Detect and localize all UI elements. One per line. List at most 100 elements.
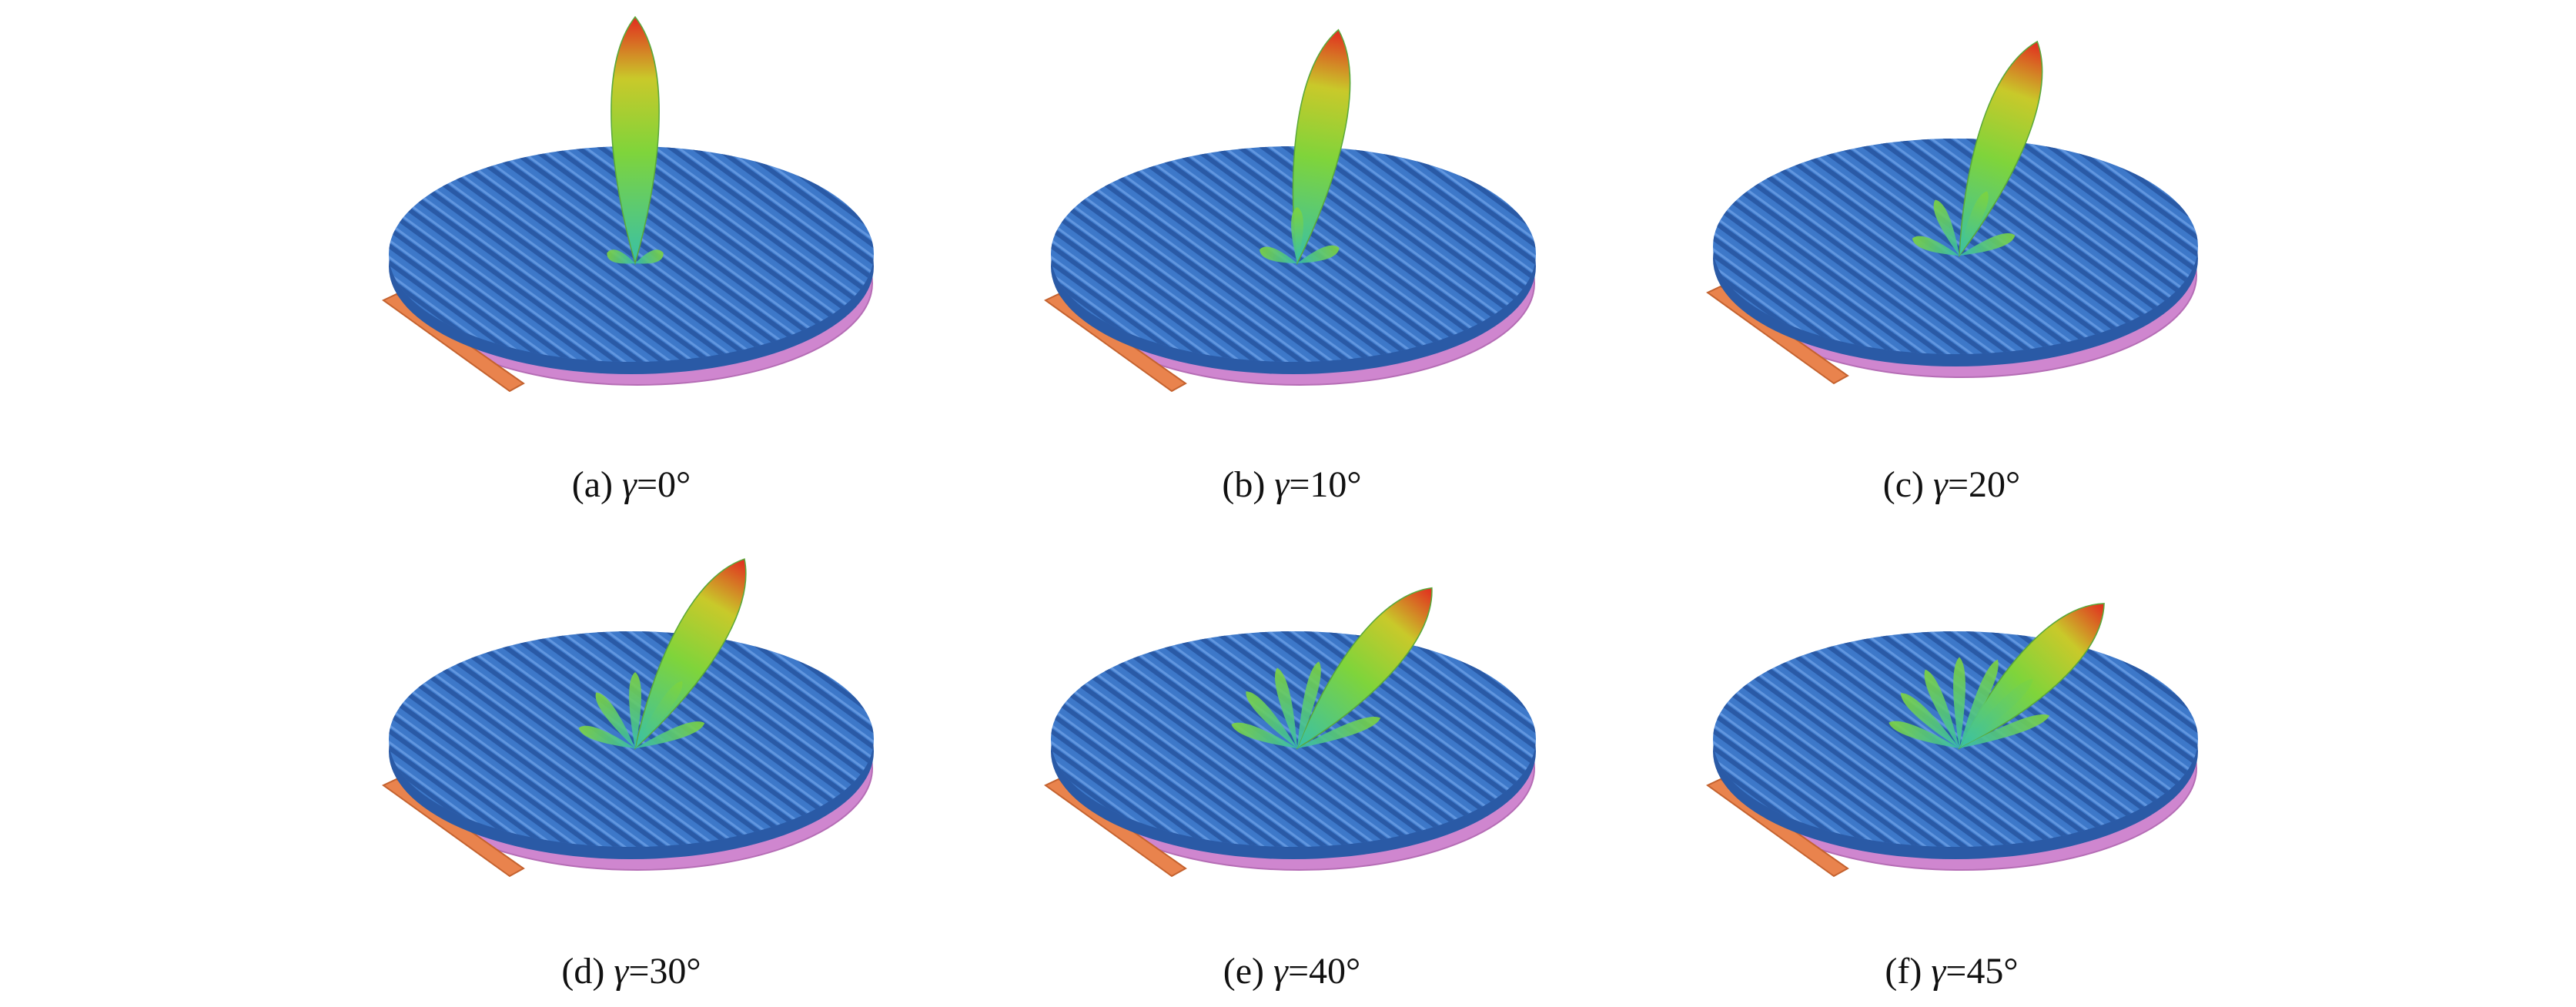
caption-d-angle: =30°	[628, 951, 701, 992]
main-lobe	[611, 15, 660, 266]
grid-slot-highlight	[1713, 631, 1933, 847]
grid-slot-highlight	[1901, 139, 2198, 354]
side-lobe	[1231, 722, 1297, 748]
grid-slot-highlight	[1051, 146, 1363, 362]
grid-slot	[1051, 631, 1310, 847]
grid-slot-highlight	[1051, 631, 1363, 847]
side-lobe	[635, 249, 664, 264]
caption-e-label: (e)	[1223, 951, 1274, 992]
grid-slot-highlight	[1051, 631, 1271, 847]
side-lobe	[1924, 669, 1959, 748]
grid-slot-highlight	[600, 146, 874, 362]
feed-strip	[1706, 285, 1849, 385]
side-lobe	[1275, 667, 1297, 748]
caption-c: (c) γ=20°	[1721, 467, 2183, 503]
caption-e-gamma: γ	[1273, 951, 1288, 992]
grid-slot-highlight	[1970, 139, 2198, 354]
grid-slot	[389, 631, 718, 847]
side-lobe	[1900, 693, 1959, 748]
grid-slot-highlight	[1713, 631, 2026, 847]
grid-slot-highlight	[1878, 139, 2198, 354]
grid-slot	[1713, 631, 1972, 847]
antenna-panel-a	[382, 15, 874, 393]
caption-b-label: (b)	[1222, 464, 1275, 505]
caption-c-label: (c)	[1882, 464, 1934, 505]
grid-slot	[1915, 631, 2198, 847]
feed-strip	[1044, 778, 1187, 878]
grid-slot	[1869, 631, 2198, 847]
side-lobe	[1953, 657, 1965, 748]
side-lobe	[629, 672, 641, 748]
grid-slot-highlight	[1713, 139, 1979, 354]
grid-slot-highlight	[389, 631, 632, 847]
grid-slot	[1713, 631, 1996, 847]
side-lobe	[595, 692, 635, 748]
grid-slot-highlight	[646, 146, 874, 362]
caption-f-label: (f)	[1885, 951, 1932, 992]
side-lobe	[1933, 199, 1959, 256]
side-lobe	[635, 721, 705, 748]
grid-slot	[637, 146, 874, 362]
grid-slot	[389, 631, 694, 847]
grid-slot-highlight	[1051, 146, 1294, 362]
side-lobe	[1959, 233, 2016, 256]
caption-a-angle: =0°	[636, 464, 691, 505]
grid-slot	[1713, 631, 1949, 847]
grid-slot	[1713, 631, 2042, 847]
grid-slot-highlight	[1713, 631, 1956, 847]
feed-strip	[1044, 293, 1187, 393]
grid-slot	[1207, 631, 1536, 847]
grid-slot-highlight	[1051, 146, 1317, 362]
caption-a: (a) γ=0°	[400, 467, 862, 503]
side-lobe	[1912, 236, 1959, 256]
radiation-pattern	[1260, 28, 1351, 266]
side-lobe	[635, 681, 683, 748]
grid-slot-highlight	[389, 631, 655, 847]
grid-slot	[1892, 139, 2198, 354]
grid-slot-highlight	[577, 631, 874, 847]
radiation-pattern	[1889, 603, 2105, 750]
grid-slot-highlight	[623, 146, 874, 362]
grid-slot-highlight	[1051, 146, 1271, 362]
grid-slot	[591, 631, 874, 847]
grid-slot-highlight	[1262, 631, 1536, 847]
grid-slot-highlight	[1308, 146, 1536, 362]
caption-f-gamma: γ	[1931, 951, 1946, 992]
grid-slot	[389, 146, 602, 362]
grid-slot	[1713, 139, 2042, 354]
grid-slot	[1051, 146, 1287, 362]
caption-a-label: (a)	[571, 464, 623, 505]
caption-b: (b) γ=10°	[1061, 467, 1523, 503]
grid-slot	[389, 631, 671, 847]
side-lobe	[1889, 721, 1959, 748]
grid-slot-highlight	[1051, 146, 1340, 362]
grid-slot-highlight	[1239, 631, 1536, 847]
grid-slot-highlight	[1216, 146, 1536, 362]
grid-slot	[661, 146, 874, 362]
side-lobe	[1297, 717, 1381, 748]
grid-slot	[389, 146, 625, 362]
caption-e-angle: =40°	[1287, 951, 1361, 992]
grid-slot	[1713, 139, 2019, 354]
antenna-panel-f	[1706, 603, 2198, 878]
feed-strip	[382, 778, 525, 878]
grid-slot-highlight	[600, 631, 874, 847]
feed-strip	[382, 293, 525, 393]
radiation-pattern	[1912, 40, 2043, 258]
grid-slot	[1051, 146, 1264, 362]
grid-slot	[389, 631, 602, 847]
grid-slot	[1713, 139, 1949, 354]
grid-slot	[1713, 139, 1996, 354]
radiation-pattern	[607, 15, 664, 266]
grid-slot	[661, 631, 874, 847]
antenna-panel-d	[382, 558, 874, 878]
grid-slot	[1051, 146, 1333, 362]
grid-slot	[1713, 631, 1926, 847]
grid-slot-highlight	[389, 631, 678, 847]
caption-a-gamma: γ	[622, 464, 637, 505]
caption-d-label: (d)	[561, 951, 614, 992]
grid-slot	[1939, 631, 2198, 847]
radiation-pattern	[578, 558, 747, 751]
side-lobe	[1297, 661, 1321, 748]
